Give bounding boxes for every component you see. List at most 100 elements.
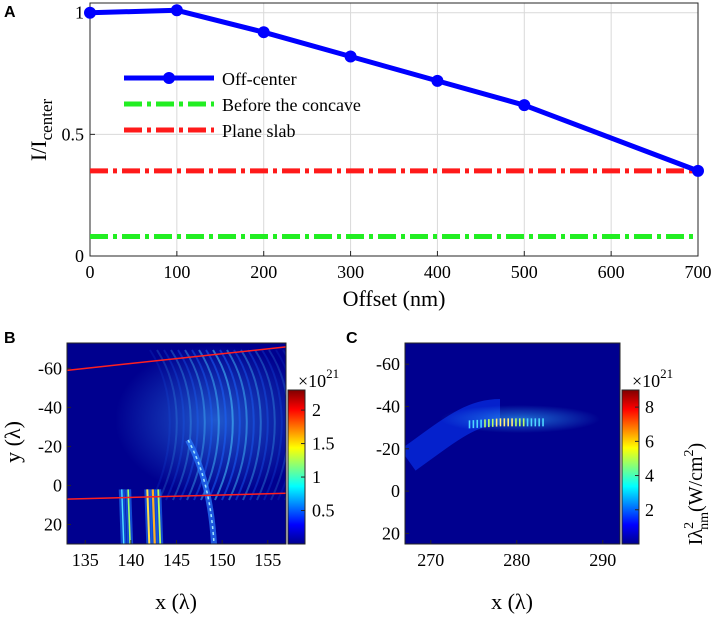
heatmap-b-ripple bbox=[149, 349, 171, 501]
data-point-off-center bbox=[692, 164, 704, 177]
y-tick-label-c: 0 bbox=[391, 481, 400, 501]
legend-marker-off-center bbox=[163, 72, 175, 84]
y-tick-label-c: -60 bbox=[376, 354, 400, 374]
data-point-off-center bbox=[518, 99, 531, 112]
y-tick-label-c: -20 bbox=[376, 439, 400, 459]
data-point-off-center bbox=[431, 74, 444, 87]
heatmap-b-jet bbox=[127, 489, 131, 544]
ticks-a: 0 100 200 300 400 500 600 700 0 0.5 1 bbox=[62, 3, 712, 282]
x-tick-label-b: 150 bbox=[209, 550, 236, 570]
heatmap-b-ripple bbox=[170, 349, 192, 501]
heatmap-b-ripple bbox=[226, 349, 248, 501]
panel-c-heatmap: 270 280 290 -60 -40 -20 0 20 x (λ) 2 4 6 8 ×1021 I… bbox=[376, 342, 712, 614]
heatmap-b-ripple bbox=[254, 349, 276, 501]
axes-box-c bbox=[404, 342, 621, 545]
x-tick-label-b: 135 bbox=[72, 550, 99, 570]
x-tick-label-a: 0 bbox=[86, 262, 95, 282]
heatmap-b-ripple bbox=[163, 349, 185, 501]
y-axis-label-a: I/Icenter bbox=[26, 99, 56, 162]
colorbar-c-exponent: ×1021 bbox=[632, 366, 673, 391]
colorbar-c-tick-label: 4 bbox=[645, 466, 654, 486]
data-point-off-center bbox=[84, 6, 96, 19]
heatmap-b-ripple bbox=[219, 349, 241, 501]
heatmap-b-glow bbox=[115, 345, 286, 495]
y-tick-label-b: 0 bbox=[53, 475, 62, 495]
x-tick-label-b: 140 bbox=[117, 550, 144, 570]
colorbar-c-tick-label: 6 bbox=[645, 431, 654, 451]
heatmap-b-ripples bbox=[149, 349, 286, 501]
data-point-off-center bbox=[257, 26, 270, 39]
x-tick-label-a: 600 bbox=[598, 262, 625, 282]
y-tick-label-c: -40 bbox=[376, 396, 400, 416]
colorbar-c-tick-label: 8 bbox=[645, 397, 654, 417]
y-tick-label-a: 0 bbox=[75, 246, 84, 266]
heatmap-b-ripple bbox=[191, 349, 213, 501]
ticks-c: 270 280 290 -60 -40 -20 0 20 bbox=[376, 354, 616, 570]
legend-label-before-concave: Before the concave bbox=[222, 95, 361, 115]
heatmap-b-field bbox=[67, 345, 286, 544]
panel-a-line-chart: 0 100 200 300 400 500 600 700 0 0.5 1 Off-center B… bbox=[26, 2, 712, 311]
heatmap-b-ripple bbox=[240, 349, 262, 501]
x-tick-label-c: 290 bbox=[589, 550, 616, 570]
heatmap-b-boundary-lines bbox=[67, 346, 286, 500]
colorbar-c-label: Iλ2nm(W/cm2) bbox=[682, 443, 712, 545]
x-tick-label-c: 280 bbox=[503, 550, 530, 570]
colorbar-c bbox=[621, 389, 640, 545]
heatmap-b-ripple bbox=[247, 349, 269, 501]
y-tick-label-b: -60 bbox=[38, 358, 62, 378]
data-point-off-center bbox=[344, 50, 357, 63]
colorbar-b-tick-label: 1.5 bbox=[312, 434, 335, 454]
x-tick-label-a: 100 bbox=[163, 262, 190, 282]
y-tick-label-a: 1 bbox=[75, 3, 84, 23]
heatmap-b-ripple bbox=[212, 349, 234, 501]
heatmap-b-jet bbox=[121, 489, 125, 544]
heatmap-b-boundary-line bbox=[67, 346, 286, 372]
x-tick-label-a: 200 bbox=[250, 262, 277, 282]
heatmap-b-ripple bbox=[198, 349, 220, 501]
heatmap-b-jet bbox=[151, 489, 156, 544]
axes-box-a bbox=[89, 2, 699, 257]
colorbar-b-ticks: 0.5 1 1.5 2 bbox=[301, 400, 335, 521]
x-tick-label-a: 300 bbox=[337, 262, 364, 282]
heatmap-b-ripple bbox=[275, 349, 286, 501]
colorbar-c-ticks: 2 4 6 8 bbox=[635, 397, 654, 520]
heatmap-b-ripple bbox=[268, 349, 286, 501]
heatmap-b-hotspots bbox=[118, 489, 164, 544]
panel-letter-c: C bbox=[346, 330, 358, 347]
x-tick-label-b: 155 bbox=[254, 550, 281, 570]
y-tick-label-c: 20 bbox=[382, 523, 400, 543]
x-axis-label-a: Offset (nm) bbox=[343, 286, 446, 311]
x-tick-label-a: 700 bbox=[685, 262, 712, 282]
data-point-off-center bbox=[170, 4, 183, 17]
heatmap-b-ripple bbox=[261, 349, 283, 501]
series-a bbox=[84, 4, 704, 240]
x-tick-label-a: 400 bbox=[424, 262, 451, 282]
heatmap-b-ripple bbox=[233, 349, 255, 501]
heatmap-b-arm-fringe bbox=[187, 439, 215, 544]
colorbar-b-exponent: ×1021 bbox=[298, 366, 339, 391]
y-tick-label-b: -40 bbox=[38, 397, 62, 417]
y-axis-label-b: y (λ) bbox=[0, 421, 25, 463]
y-tick-label-a: 0.5 bbox=[62, 124, 85, 144]
heatmap-b-ripple bbox=[156, 349, 178, 501]
heatmap-b-boundary-line bbox=[67, 492, 286, 500]
colorbar-b bbox=[287, 389, 306, 545]
heatmap-b-ripple bbox=[184, 349, 206, 501]
y-tick-label-b: 20 bbox=[44, 514, 62, 534]
y-tick-label-b: -20 bbox=[38, 436, 62, 456]
colorbar-b-tick-label: 1 bbox=[312, 467, 321, 487]
panel-letter-a: A bbox=[4, 4, 16, 21]
x-tick-label-a: 500 bbox=[511, 262, 538, 282]
legend-a: Off-center Before the concave Plane slab bbox=[124, 69, 361, 141]
x-tick-label-b: 145 bbox=[163, 550, 190, 570]
x-tick-label-c: 270 bbox=[417, 550, 444, 570]
panel-letter-b: B bbox=[4, 330, 16, 347]
x-axis-label-c: x (λ) bbox=[491, 589, 533, 614]
heatmap-b-ripple bbox=[205, 349, 227, 501]
heatmap-c-field bbox=[405, 399, 600, 471]
legend-label-off-center: Off-center bbox=[222, 69, 297, 89]
heatmap-b-jet bbox=[157, 489, 162, 544]
x-axis-label-b: x (λ) bbox=[155, 589, 197, 614]
